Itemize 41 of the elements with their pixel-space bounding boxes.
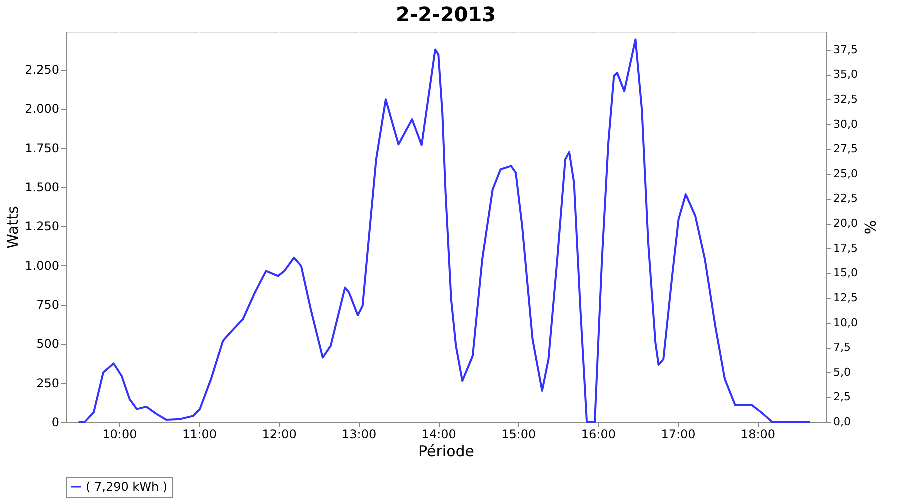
- x-tick-label: 12:00: [262, 428, 297, 442]
- x-tick-label: 11:00: [182, 428, 218, 442]
- x-axis-title: Période: [418, 442, 475, 460]
- y-tick-label: 2.000: [25, 102, 60, 116]
- chart-title: 2-2-2013: [396, 2, 496, 26]
- y-tick-label: 500: [36, 337, 60, 352]
- y2-tick-label: 20,0: [834, 217, 858, 230]
- y2-tick-label: 5,0: [834, 366, 851, 379]
- y-tick-label: 1.000: [25, 258, 60, 273]
- y-tick-label: 750: [36, 298, 60, 312]
- y-tick-label: 1.250: [25, 220, 60, 234]
- y2-tick-label: 35,0: [834, 68, 858, 82]
- y-tick-label: 1.750: [25, 141, 60, 156]
- y2-tick-label: 10,0: [834, 316, 858, 330]
- x-tick-label: 10:00: [102, 428, 138, 442]
- y-tick-label: 1.500: [25, 180, 60, 195]
- y2-tick-label: 32,5: [834, 92, 858, 106]
- y2-tick-label: 37,5: [834, 43, 858, 56]
- y-tick-label: 2.250: [25, 63, 60, 78]
- x-tick-label: 15:00: [502, 428, 536, 442]
- y2-tick-label: 0,0: [834, 416, 851, 428]
- legend-label: ( 7,290 kWh ): [86, 480, 168, 494]
- x-tick-label: 17:00: [661, 428, 696, 442]
- y2-tick-label: 2,5: [834, 390, 851, 404]
- y2-tick-label: 17,5: [834, 242, 858, 255]
- y2-tick-label: 12,5: [834, 291, 858, 304]
- x-tick-label: 14:00: [422, 428, 456, 442]
- y-axis-title: Watts: [4, 206, 22, 249]
- y-tick-label: 0: [52, 416, 60, 430]
- x-tick-label: 18:00: [740, 428, 776, 442]
- y-tick-label: 250: [36, 376, 60, 390]
- line-series: [78, 38, 812, 423]
- y2-tick-label: 22,5: [834, 192, 858, 206]
- y2-tick-label: 27,5: [834, 142, 858, 156]
- y2-tick-label: 15,0: [834, 266, 858, 280]
- y2-tick-label: 30,0: [834, 118, 858, 131]
- x-tick-label: 13:00: [342, 428, 377, 442]
- y2-tick-label: 7,5: [834, 341, 851, 354]
- x-tick-label: 16:00: [581, 428, 616, 442]
- y2-axis-title: %: [860, 220, 879, 235]
- y2-tick-label: 25,0: [834, 167, 858, 180]
